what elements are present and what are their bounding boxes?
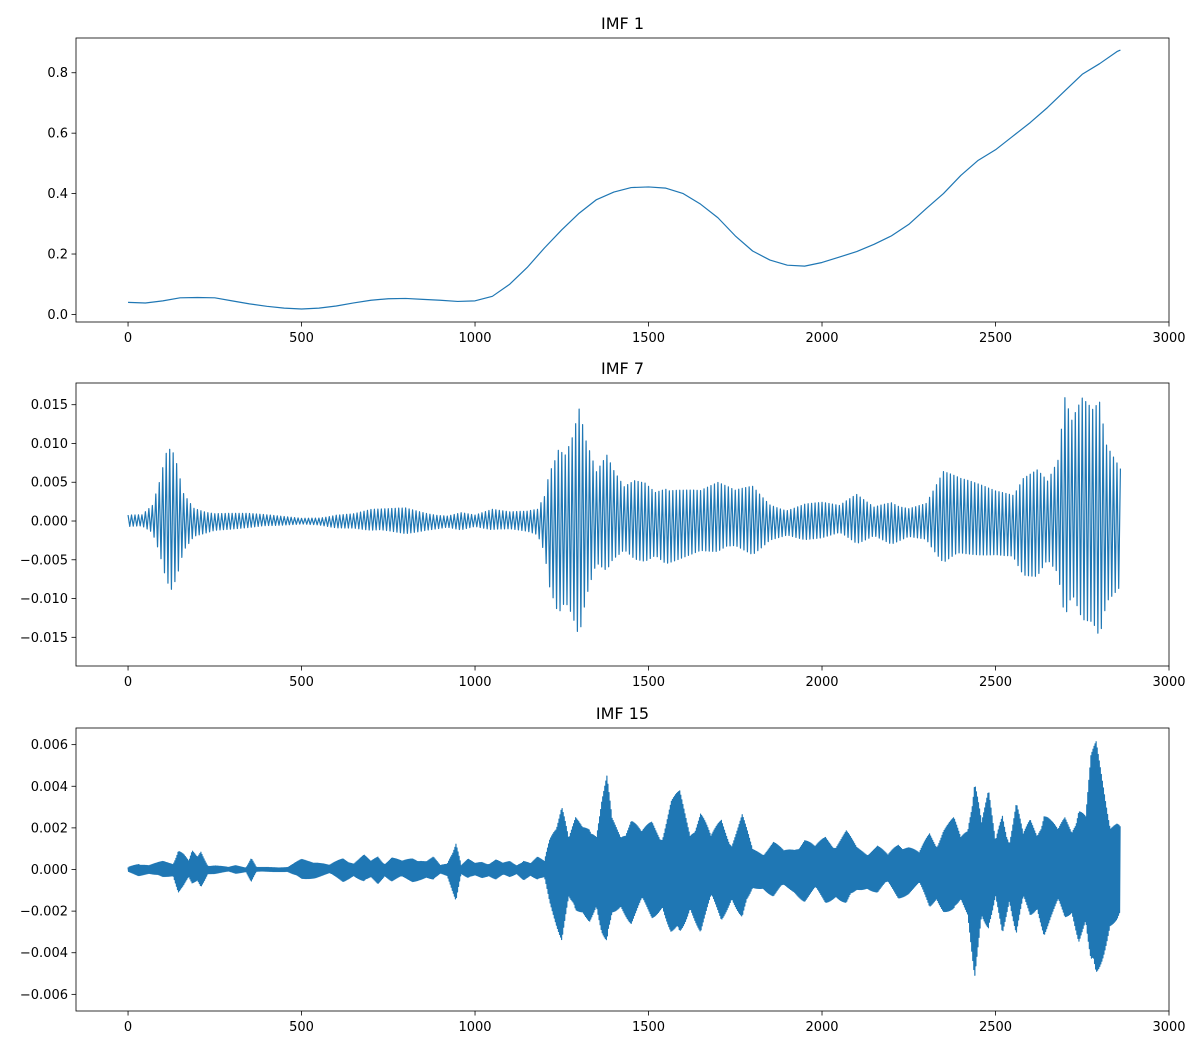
y-tick-label: 0.6 bbox=[47, 127, 68, 142]
x-tick-label: 1500 bbox=[632, 1020, 665, 1035]
y-tick-label: −0.010 bbox=[20, 592, 68, 607]
y-tick-label: 0.4 bbox=[47, 187, 68, 202]
y-tick-label: −0.004 bbox=[20, 946, 68, 961]
plot-frame bbox=[75, 37, 1170, 323]
y-tick-label: −0.015 bbox=[20, 631, 68, 646]
x-tick-label: 1000 bbox=[458, 1020, 491, 1035]
y-tick-label: 0.0 bbox=[47, 308, 68, 323]
x-tick-label: 2500 bbox=[979, 1020, 1012, 1035]
series-line-1 bbox=[127, 397, 1122, 634]
x-tick-label: 500 bbox=[289, 1020, 314, 1035]
x-tick-label: 3000 bbox=[1152, 331, 1185, 346]
y-tick-label: 0.000 bbox=[31, 515, 68, 530]
x-tick-label: 2500 bbox=[979, 675, 1012, 690]
x-tick-label: 2500 bbox=[979, 331, 1012, 346]
x-tick-label: 500 bbox=[289, 331, 314, 346]
chart-panel-2: 0 500 1000 1500 2000 2500 3000 −0.015 −0.010 −0.0… bbox=[20, 359, 1186, 690]
x-tick-label: 2000 bbox=[805, 675, 838, 690]
x-tick-label: 1000 bbox=[458, 331, 491, 346]
y-tick-label: 0.004 bbox=[31, 780, 68, 795]
x-tick-label: 1500 bbox=[632, 331, 665, 346]
y-tick-label: 0.8 bbox=[47, 66, 68, 81]
plot-frame bbox=[75, 382, 1170, 667]
x-tick-label: 3000 bbox=[1152, 675, 1185, 690]
y-tick-label: −0.002 bbox=[20, 905, 68, 920]
y-tick-label: 0.015 bbox=[31, 398, 68, 413]
x-tick-label: 2000 bbox=[805, 1020, 838, 1035]
x-tick-label: 3000 bbox=[1152, 1020, 1185, 1035]
chart-title: IMF 15 bbox=[596, 704, 649, 723]
x-tick-label: 0 bbox=[124, 331, 132, 346]
y-tick-label: 0.002 bbox=[31, 821, 68, 836]
y-tick-label: 0.006 bbox=[31, 738, 68, 753]
y-tick-label: 0.2 bbox=[47, 248, 68, 263]
y-tick-label: 0.010 bbox=[31, 437, 68, 452]
series-line-1 bbox=[128, 49, 1121, 310]
x-tick-label: 500 bbox=[289, 675, 314, 690]
x-tick-label: 1000 bbox=[458, 675, 491, 690]
x-tick-label: 2000 bbox=[805, 331, 838, 346]
chart-title: IMF 7 bbox=[601, 359, 644, 378]
x-tick-label: 0 bbox=[124, 675, 132, 690]
y-tick-label: −0.006 bbox=[20, 988, 68, 1003]
chart-title: IMF 1 bbox=[601, 14, 644, 33]
chart-panel-3: 0 500 1000 1500 2000 2500 3000 −0.006 −0.004 −0.0… bbox=[20, 704, 1186, 1035]
x-tick-label: 0 bbox=[124, 1020, 132, 1035]
y-tick-label: 0.005 bbox=[31, 476, 68, 491]
y-tick-label: −0.005 bbox=[20, 553, 68, 568]
y-tick-label: 0.000 bbox=[31, 863, 68, 878]
x-tick-label: 1500 bbox=[632, 675, 665, 690]
series-line-1 bbox=[127, 741, 1121, 976]
chart-panel-1: 0 500 1000 1500 2000 2500 3000 0.0 0.2 0.4 0.6 0.8 I… bbox=[47, 14, 1185, 346]
